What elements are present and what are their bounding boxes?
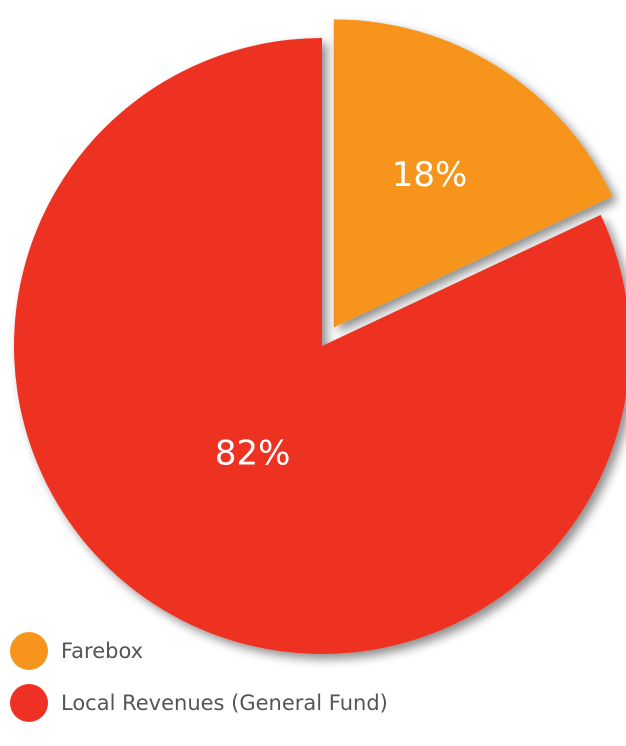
legend-item-local-revenues: Local Revenues (General Fund) xyxy=(10,684,610,722)
legend-label-local-revenues: Local Revenues (General Fund) xyxy=(61,691,388,715)
legend-swatch-farebox xyxy=(10,632,48,670)
slice-label-farebox: 18% xyxy=(392,155,468,195)
legend-swatch-local-revenues xyxy=(10,684,48,722)
pie-slices xyxy=(14,19,626,654)
legend-label-farebox: Farebox xyxy=(61,639,144,663)
legend: Farebox Local Revenues (General Fund) xyxy=(10,632,610,736)
pie-slice-labels: 18% 82% xyxy=(215,155,467,474)
pie-slice-local-revenues-general-fund xyxy=(14,38,626,654)
legend-item-farebox: Farebox xyxy=(10,632,610,670)
slice-label-local-revenues-general-fund: 82% xyxy=(215,434,291,474)
pie-slice-farebox xyxy=(333,19,613,328)
